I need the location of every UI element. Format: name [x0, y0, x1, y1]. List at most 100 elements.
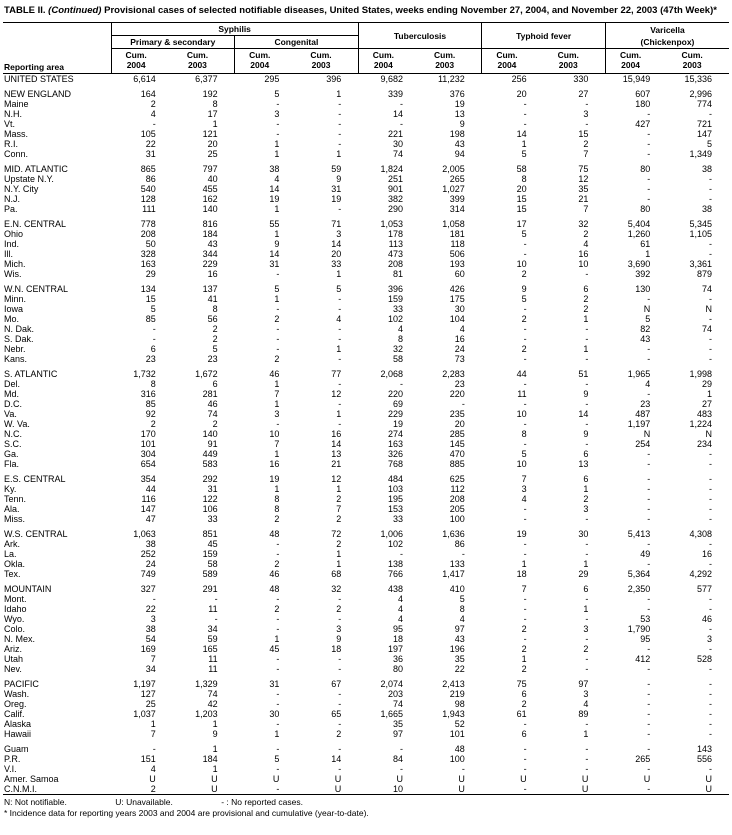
value-cell: 1,417	[442, 568, 465, 579]
value-cell: 2,413	[442, 678, 465, 689]
reporting-area-cell: Alaska	[4, 718, 32, 729]
value-cell: 116	[141, 493, 156, 504]
value-cell: -	[647, 783, 651, 794]
value-cell: 145	[449, 438, 465, 449]
reporting-area-cell: Wis.	[4, 268, 22, 279]
table-row: N. Mex. 54 59 1 9 18 43 - - 95 3	[3, 634, 729, 644]
value-cell: -	[523, 743, 527, 754]
value-cell: 607	[635, 88, 651, 99]
col-group-primary-secondary: Primary & secondary	[110, 35, 235, 50]
table-row: UNITED STATES 6,614 6,377 295 396 9,682 11,232…	[3, 73, 729, 84]
value-cell: 1,824	[380, 163, 404, 174]
col-group-typhoid-fever: Typhoid fever	[481, 22, 606, 50]
value-cell: 7	[521, 583, 527, 594]
value-cell: 265	[449, 173, 465, 184]
value-cell: -	[585, 718, 589, 729]
value-cell: 52	[454, 718, 465, 729]
table-row: S. Dak. - 2 - - 8 16 - - 43 -	[3, 334, 729, 344]
value-cell: 208	[387, 258, 404, 269]
value-cell: 75	[578, 163, 589, 174]
col-header-tb-cum-2003: Cum. 2003	[420, 48, 482, 74]
value-cell: -	[709, 248, 713, 259]
reporting-area-cell: Del.	[4, 378, 21, 389]
value-cell: -	[647, 148, 651, 159]
value-cell: -	[585, 743, 589, 754]
col-group-syphilis: Syphilis	[110, 22, 359, 37]
value-cell: 392	[635, 268, 651, 279]
value-cell: -	[338, 108, 342, 119]
value-cell: 147	[140, 503, 156, 514]
value-cell: 48	[269, 583, 280, 594]
table-row: Kans. 23 23 2 - 58 73 - - - -	[3, 354, 729, 364]
value-cell: 1	[583, 343, 589, 354]
value-cell: 69	[393, 398, 404, 409]
value-cell: -	[647, 183, 651, 194]
value-cell: 184	[202, 753, 218, 764]
reporting-area-cell: UNITED STATES	[4, 73, 74, 84]
value-cell: 4	[521, 493, 527, 504]
value-cell: 74	[393, 148, 404, 159]
reporting-area-cell: V.I.	[4, 763, 17, 774]
value-cell: -	[276, 613, 280, 624]
value-cell: 34	[207, 623, 218, 634]
value-cell: U	[334, 783, 342, 794]
value-cell: 22	[145, 603, 156, 614]
value-cell: 1,636	[442, 528, 465, 539]
value-cell: 15	[578, 128, 589, 139]
table-title-label: TABLE II.	[4, 5, 46, 16]
value-cell: -	[585, 653, 589, 664]
table-row: Mass. 105 121 - - 221 198 14 15 - 147	[3, 129, 729, 139]
value-cell: 1	[212, 118, 218, 129]
value-cell: 55	[269, 218, 280, 229]
value-cell: -	[647, 138, 651, 149]
table-row: Miss. 47 33 2 2 33 100 - - - -	[3, 514, 729, 524]
value-cell: -	[709, 503, 713, 514]
value-cell: 10	[269, 428, 280, 439]
table-row: Va. 92 74 3 1 229 235 10 14 487 483	[3, 409, 729, 419]
table-row: Amer. Samoa U U U U U U U U U U	[3, 774, 729, 784]
table-row: Mo. 85 56 2 4 102 104 2 1 5 -	[3, 314, 729, 324]
value-cell: 16	[269, 458, 280, 469]
value-cell: 14	[269, 248, 280, 259]
value-cell: -	[523, 303, 527, 314]
value-cell: -	[338, 293, 342, 304]
value-cell: 879	[697, 268, 713, 279]
value-cell: -	[152, 333, 156, 344]
value-cell: 89	[578, 708, 589, 719]
value-cell: -	[276, 698, 280, 709]
reporting-area-cell: Oreg.	[4, 698, 27, 709]
value-cell: 100	[449, 753, 465, 764]
value-cell: -	[647, 593, 651, 604]
value-cell: 7	[150, 653, 156, 664]
value-cell: 97	[393, 728, 404, 739]
value-cell: 184	[202, 228, 218, 239]
value-cell: 48	[269, 528, 280, 539]
value-cell: 43	[207, 238, 218, 249]
value-cell: -	[338, 203, 342, 214]
value-cell: 556	[697, 753, 713, 764]
value-cell: 29	[702, 378, 713, 389]
value-cell: -	[647, 483, 651, 494]
value-cell: -	[338, 398, 342, 409]
value-cell: -	[585, 118, 589, 129]
value-cell: 38	[702, 163, 713, 174]
value-cell: 27	[578, 88, 589, 99]
value-cell: 46	[269, 368, 280, 379]
table-row: Okla. 24 58 2 1 138 133 1 1 - -	[3, 559, 729, 569]
value-cell: 10	[516, 258, 527, 269]
col-header-ps-cum-2003: Cum. 2003	[172, 48, 235, 74]
value-cell: 16	[331, 428, 342, 439]
value-cell: 30	[578, 528, 589, 539]
value-cell: -	[276, 303, 280, 314]
value-cell: -	[585, 378, 589, 389]
value-cell: 67	[331, 678, 342, 689]
value-cell: 220	[449, 388, 465, 399]
value-cell: 153	[387, 503, 404, 514]
value-cell: -	[709, 603, 713, 614]
value-cell: -	[523, 513, 527, 524]
value-cell: 31	[269, 678, 280, 689]
reporting-area-cell: Conn.	[4, 148, 29, 159]
reporting-area-cell: P.R.	[4, 753, 21, 764]
value-cell: 147	[697, 128, 713, 139]
value-cell: 43	[454, 138, 465, 149]
